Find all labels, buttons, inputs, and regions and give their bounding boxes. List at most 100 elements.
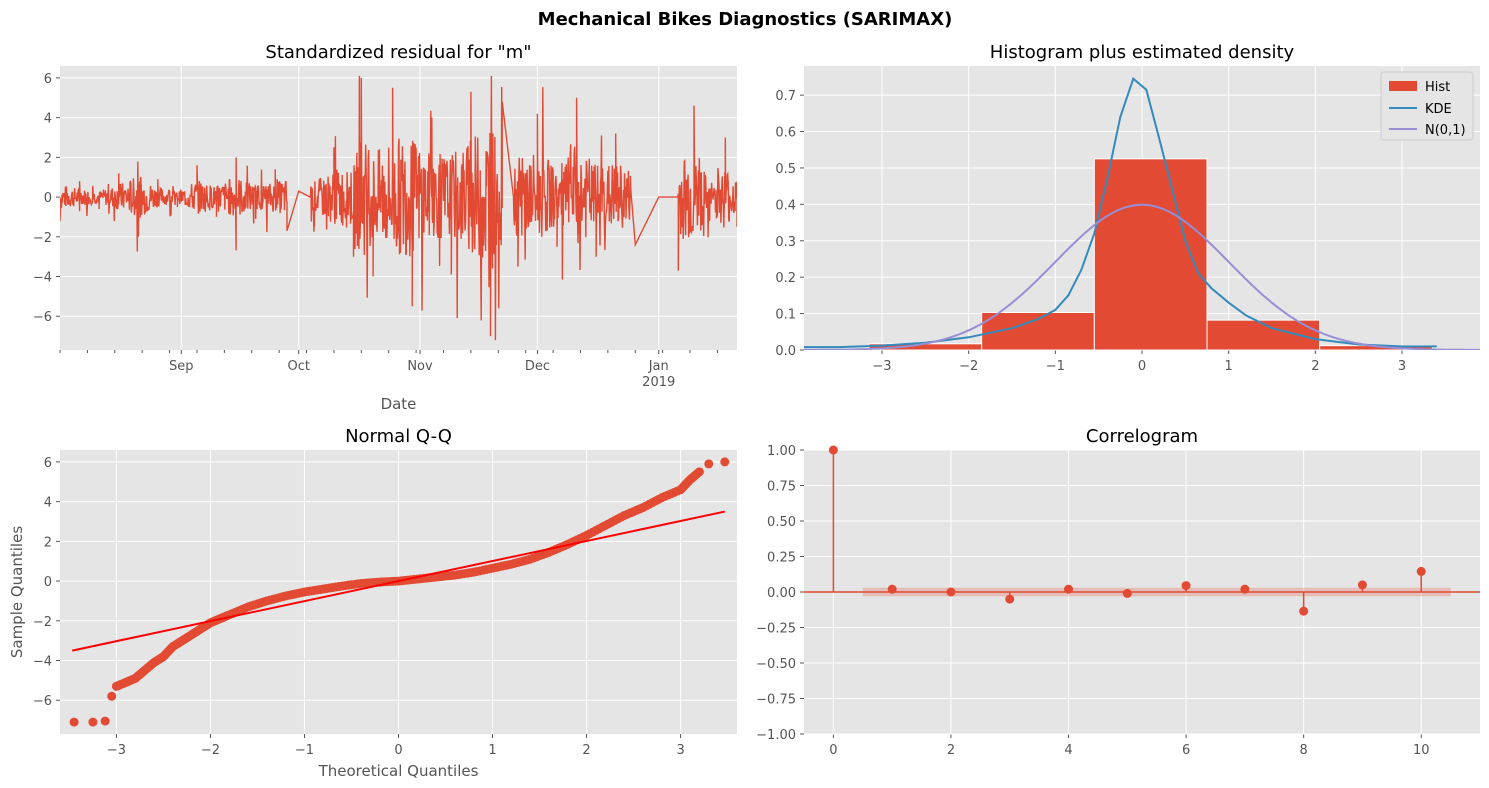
legend-hist-swatch	[1389, 81, 1417, 91]
y-tick-label: −0.50	[756, 657, 796, 672]
y-tick-label: −0.75	[756, 693, 796, 708]
panel-title: Standardized residual for "m"	[265, 42, 531, 63]
x-tick-label: 10	[1413, 743, 1430, 758]
acf-marker	[1122, 588, 1132, 598]
y-tick-label: 0.3	[775, 235, 796, 250]
y-tick-label: 2	[44, 151, 52, 166]
acf-marker	[946, 587, 956, 597]
x-tick-label: −3	[872, 359, 891, 374]
x-tick-label-line: Oct	[287, 359, 309, 374]
qq-point	[704, 459, 714, 469]
y-tick-label: 0.50	[767, 515, 796, 530]
y-tick-label: 0	[44, 575, 52, 590]
kde-line	[804, 76, 1437, 349]
y-tick-label: 6	[44, 72, 52, 87]
qq-point	[694, 467, 704, 477]
x-tick-label: 0	[829, 743, 837, 758]
x-tick-label-line: Sep	[169, 359, 194, 374]
acf-marker	[1005, 594, 1015, 604]
y-tick-label: 0.2	[775, 271, 796, 286]
acf-marker	[1357, 580, 1367, 590]
x-tick-label: 0	[1138, 359, 1146, 374]
y-tick-label: 4	[44, 112, 52, 127]
x-tick-label: 3	[1398, 359, 1406, 374]
x-tick-label: 1	[1225, 359, 1233, 374]
y-tick-label: −2	[33, 615, 52, 630]
residual-panel: Standardized residual for "m" Sep Oct Nov De…	[33, 42, 737, 413]
y-tick-label: 2	[44, 535, 52, 550]
qq-point	[720, 457, 730, 467]
legend: Hist KDE N(0,1)	[1380, 71, 1474, 141]
y-tick-label: 0.5	[775, 162, 796, 177]
y-tick-label: 0.4	[775, 198, 796, 213]
panel-title: Histogram plus estimated density	[990, 42, 1295, 63]
acf-marker	[1181, 581, 1191, 591]
acf-marker	[1416, 566, 1426, 576]
x-tick-label: 4	[1064, 743, 1072, 758]
panel-title: Normal Q-Q	[345, 426, 452, 447]
x-tick-label: Sep	[169, 359, 194, 374]
y-tick-label: 0.0	[775, 344, 796, 359]
x-tick-label: 1	[488, 743, 496, 758]
x-tick-label: 2	[582, 743, 590, 758]
x-tick-label: Dec	[525, 359, 550, 374]
y-tick-label: 0	[44, 191, 52, 206]
qq-point	[100, 716, 110, 726]
qq-panel: Normal Q-Q −3 −2 −1 0 1 2 3 −6 −4 −2 0 2 4 6 Theoretica…	[8, 426, 737, 780]
correlogram-panel: Correlogram 0 2 4 6 8 10 1.00 0.75 0.50 0.25 0.00 −0…	[756, 426, 1480, 758]
y-tick-label: 6	[44, 456, 52, 471]
x-tick-label: 3	[676, 743, 684, 758]
x-tick-label: 2	[1311, 359, 1319, 374]
y-tick-label: −4	[33, 271, 52, 286]
x-tick-label: −2	[959, 359, 978, 374]
x-tick-label: −3	[107, 743, 126, 758]
y-tick-label: 0.7	[775, 89, 796, 104]
y-tick-label: 0.75	[767, 480, 796, 495]
y-tick-label: 0.00	[767, 586, 796, 601]
acf-marker	[1240, 584, 1250, 594]
x-tick-label: −2	[201, 743, 220, 758]
y-tick-label: −6	[33, 694, 52, 709]
y-tick-label: −0.25	[756, 622, 796, 637]
legend-label: N(0,1)	[1425, 123, 1466, 138]
y-tick-label: 0.6	[775, 126, 796, 141]
x-tick-label-line: Dec	[525, 359, 550, 374]
qq-reference-line	[72, 510, 725, 652]
y-tick-label: −6	[33, 310, 52, 325]
qq-point	[88, 717, 98, 727]
x-tick-label: −1	[1046, 359, 1065, 374]
x-axis-label: Theoretical Quantiles	[318, 762, 479, 780]
x-tick-label: Oct	[287, 359, 309, 374]
qq-point	[69, 717, 79, 727]
x-tick-label-line: Nov	[407, 359, 433, 374]
x-tick-label: 8	[1300, 743, 1308, 758]
x-tick-label: Nov	[407, 359, 433, 374]
x-tick-label: −1	[295, 743, 314, 758]
legend-label: KDE	[1425, 102, 1452, 117]
acf-marker	[828, 445, 838, 455]
acf-marker	[887, 584, 897, 594]
y-tick-label: 4	[44, 496, 52, 511]
x-tick-label: 6	[1182, 743, 1190, 758]
normal-pdf-line	[804, 203, 1480, 350]
acf-marker	[1064, 584, 1074, 594]
y-tick-label: −4	[33, 655, 52, 670]
residual-series-line	[60, 75, 737, 341]
x-axis-label: Date	[381, 395, 417, 413]
x-tick-label-line: Jan	[648, 359, 669, 374]
x-tick-label-line: 2019	[642, 375, 675, 390]
y-tick-label: 0.1	[775, 308, 796, 323]
y-tick-label: 0.25	[767, 551, 796, 566]
histogram-panel: Histogram plus estimated density −3 −2 −1 0 1…	[775, 42, 1480, 374]
y-tick-label: −2	[33, 231, 52, 246]
x-tick-label: 2	[947, 743, 955, 758]
x-tick-label: 0	[394, 743, 402, 758]
qq-point	[107, 691, 117, 701]
y-tick-label: −1.00	[756, 728, 796, 743]
histogram-bar	[1093, 158, 1208, 351]
panel-title: Correlogram	[1086, 426, 1198, 447]
x-tick-label: Jan 2019	[642, 359, 675, 390]
y-tick-label: 1.00	[767, 444, 796, 459]
acf-marker	[1299, 606, 1309, 616]
